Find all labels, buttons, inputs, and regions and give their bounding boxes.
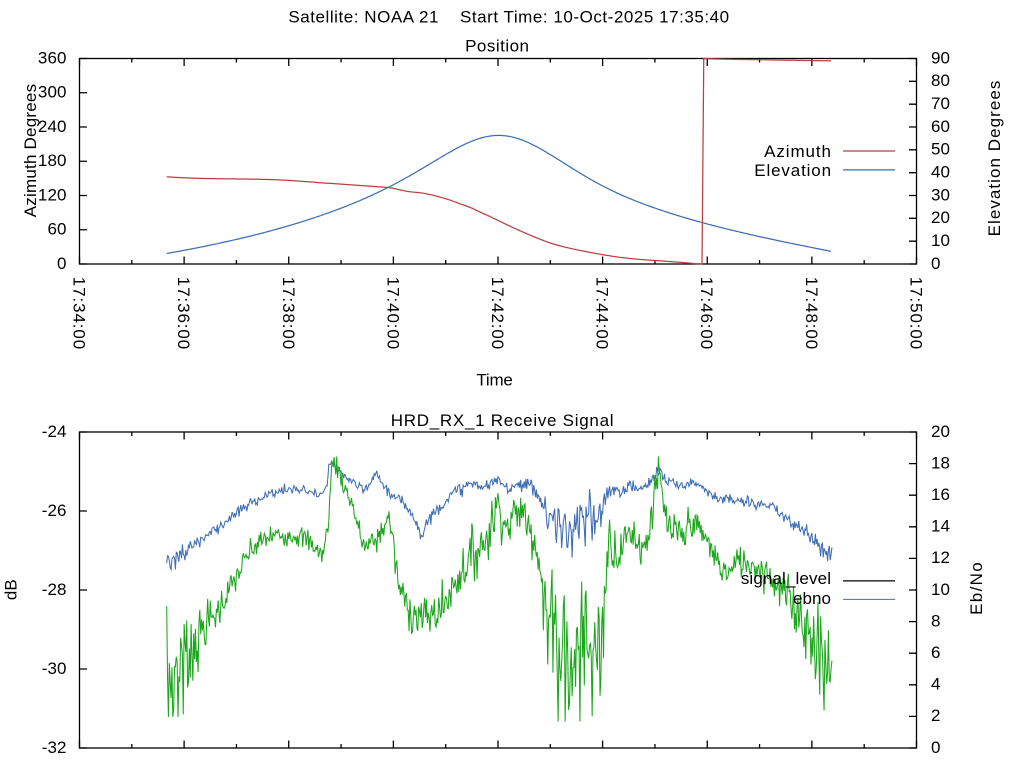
- svg-text:4: 4: [931, 675, 941, 694]
- svg-text:Time: Time: [476, 371, 512, 390]
- svg-text:17:42:00: 17:42:00: [488, 277, 507, 350]
- svg-text:50: 50: [931, 140, 950, 159]
- svg-text:0: 0: [931, 254, 941, 273]
- svg-text:180: 180: [38, 151, 67, 170]
- svg-text:Azimuth: Azimuth: [764, 142, 832, 161]
- svg-text:18: 18: [931, 453, 950, 472]
- svg-text:2: 2: [931, 706, 941, 725]
- svg-text:80: 80: [931, 71, 950, 90]
- svg-text:17:44:00: 17:44:00: [593, 277, 612, 350]
- svg-text:17:38:00: 17:38:00: [279, 277, 298, 350]
- svg-text:17:48:00: 17:48:00: [802, 277, 821, 350]
- svg-text:300: 300: [38, 83, 67, 102]
- svg-text:12: 12: [931, 548, 950, 567]
- svg-text:-28: -28: [42, 580, 67, 599]
- svg-text:dB: dB: [2, 579, 21, 600]
- svg-text:ebno: ebno: [793, 589, 831, 608]
- svg-text:Azimuth Degrees: Azimuth Degrees: [21, 84, 40, 218]
- svg-text:16: 16: [931, 485, 950, 504]
- svg-text:0: 0: [931, 738, 941, 757]
- svg-text:120: 120: [38, 185, 67, 204]
- svg-text:10: 10: [931, 580, 950, 599]
- svg-text:360: 360: [38, 48, 67, 67]
- svg-text:40: 40: [931, 163, 950, 182]
- svg-text:30: 30: [931, 185, 950, 204]
- svg-text:90: 90: [931, 48, 950, 67]
- svg-text:10: 10: [931, 231, 950, 250]
- svg-text:Elevation: Elevation: [754, 161, 832, 180]
- svg-text:17:46:00: 17:46:00: [697, 277, 716, 350]
- svg-text:Position: Position: [465, 37, 529, 56]
- svg-text:-24: -24: [42, 422, 67, 441]
- svg-text:60: 60: [931, 117, 950, 136]
- svg-text:8: 8: [931, 611, 941, 630]
- svg-text:70: 70: [931, 94, 950, 113]
- svg-text:HRD_RX_1 Receive Signal: HRD_RX_1 Receive Signal: [391, 411, 615, 430]
- svg-text:17:40:00: 17:40:00: [383, 277, 402, 350]
- svg-text:-30: -30: [42, 659, 67, 678]
- svg-text:6: 6: [931, 643, 941, 662]
- svg-text:14: 14: [931, 517, 950, 536]
- svg-text:0: 0: [57, 254, 67, 273]
- svg-text:signal_level: signal_level: [741, 569, 831, 588]
- svg-text:60: 60: [47, 220, 66, 239]
- svg-text:-32: -32: [42, 738, 67, 757]
- svg-text:20: 20: [931, 422, 950, 441]
- svg-text:17:50:00: 17:50:00: [907, 277, 926, 350]
- svg-text:-26: -26: [42, 501, 67, 520]
- svg-text:Eb/No: Eb/No: [967, 561, 986, 615]
- svg-text:240: 240: [38, 117, 67, 136]
- svg-text:Satellite: NOAA 21 Start Ti: Satellite: NOAA 21 Start Time: 10-Oct-20…: [288, 7, 729, 26]
- svg-text:17:34:00: 17:34:00: [70, 277, 89, 350]
- svg-text:Elevation Degrees: Elevation Degrees: [985, 80, 1004, 237]
- svg-text:17:36:00: 17:36:00: [174, 277, 193, 350]
- svg-text:20: 20: [931, 208, 950, 227]
